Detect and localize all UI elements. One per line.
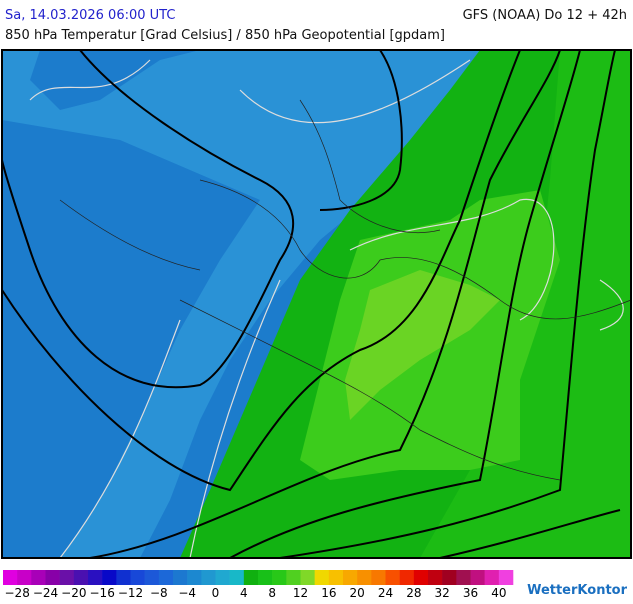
legend-label: −16	[90, 586, 115, 600]
legend-label: 4	[240, 586, 248, 600]
legend-swatch	[286, 570, 301, 585]
legend-label: 0	[212, 586, 220, 600]
color-legend: −28 −24 −20 −16 −12 −8 −4 0 4 8 12 16 20 24 28 32 36 40	[3, 570, 514, 600]
legend-swatch	[343, 570, 358, 585]
legend-label: −4	[178, 586, 196, 600]
legend-swatch	[229, 570, 245, 585]
legend-label: −28	[5, 586, 30, 600]
legend-swatch	[399, 570, 415, 585]
legend-swatch	[428, 570, 443, 585]
isotherms	[29, 59, 624, 559]
legend-swatch	[442, 570, 457, 585]
legend-swatch	[187, 570, 202, 585]
legend-swatch	[3, 570, 18, 585]
map-frame	[1, 49, 632, 559]
temp-zone	[345, 270, 500, 420]
legend-label: −8	[150, 586, 168, 600]
legend-swatch	[272, 570, 287, 585]
legend-label: 36	[463, 586, 478, 600]
legend-swatch	[73, 570, 89, 585]
legend-swatch	[17, 570, 32, 585]
legend-label: −20	[61, 586, 86, 600]
legend-swatch	[413, 570, 429, 585]
legend-swatch	[102, 570, 117, 585]
temp-zone	[420, 50, 631, 558]
brand: WetterKontor	[527, 583, 628, 598]
legend-label: 20	[350, 586, 365, 600]
legend-label: 40	[491, 586, 506, 600]
legend-swatch	[158, 570, 174, 585]
legend-swatch	[357, 570, 372, 585]
legend-label: 24	[378, 586, 393, 600]
legend-label: 32	[435, 586, 450, 600]
header-left: Sa, 14.03.2026 06:00 UTC	[5, 8, 175, 23]
legend-label: 8	[268, 586, 276, 600]
legend-swatch	[116, 570, 131, 585]
legend-swatch	[173, 570, 188, 585]
temp-zone	[2, 50, 480, 558]
legend-label: −12	[118, 586, 143, 600]
legend-swatch	[215, 570, 230, 585]
legend-label: −24	[33, 586, 58, 600]
borders	[59, 99, 632, 481]
legend-label: 28	[406, 586, 421, 600]
legend-swatch	[201, 570, 216, 585]
legend-swatch	[258, 570, 273, 585]
legend-swatch	[243, 570, 259, 585]
geopotential-contours	[1, 49, 621, 559]
legend-swatch	[300, 570, 315, 585]
legend-swatch	[328, 570, 344, 585]
legend-swatch	[88, 570, 103, 585]
legend-label: 12	[293, 586, 308, 600]
legend-swatch	[45, 570, 60, 585]
subtitle: 850 hPa Temperatur [Grad Celsius] / 850 …	[5, 28, 445, 43]
header-right: GFS (NOAA) Do 12 + 42h	[463, 8, 627, 23]
legend-swatch	[498, 570, 514, 585]
legend-swatch	[130, 570, 145, 585]
legend-swatch	[314, 570, 330, 585]
legend-swatch	[484, 570, 500, 585]
legend-swatch	[470, 570, 485, 585]
legend-swatch	[144, 570, 160, 585]
legend-swatch	[385, 570, 400, 585]
legend-swatch	[456, 570, 471, 585]
legend-swatch	[59, 570, 75, 585]
legend-swatch	[31, 570, 46, 585]
map	[1, 49, 632, 559]
legend-label: 16	[321, 586, 336, 600]
legend-swatch	[371, 570, 386, 585]
